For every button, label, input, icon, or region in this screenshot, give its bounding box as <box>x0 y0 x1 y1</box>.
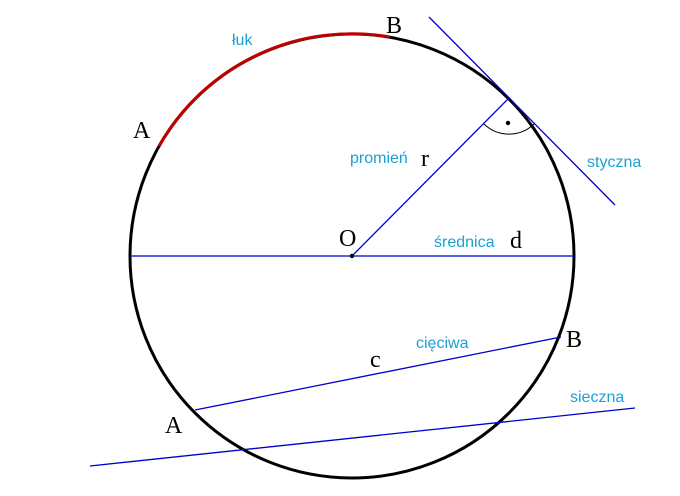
diameter-term-label: średnica <box>434 234 495 251</box>
right-angle-dot <box>505 120 511 126</box>
center-point <box>349 253 355 259</box>
chord-term-label: cięciwa <box>416 335 469 352</box>
arc-ab <box>157 32 391 147</box>
arc-term-label: łuk <box>232 32 253 49</box>
secant-line <box>89 407 636 467</box>
chord-point-a-label: A <box>165 413 183 439</box>
chord-line <box>194 336 562 411</box>
right-angle-arc <box>483 123 535 135</box>
arc-point-b-label: B <box>386 13 402 39</box>
radius-symbol-label: r <box>421 146 429 172</box>
diameter-symbol-label: d <box>510 228 522 254</box>
chord-symbol-label: c <box>370 347 381 373</box>
tangent-line <box>428 16 616 206</box>
radius-term-label: promień <box>350 150 408 167</box>
tangent-term-label: styczna <box>587 154 641 171</box>
radius-line <box>351 97 510 257</box>
secant-term-label: sieczna <box>570 389 624 406</box>
arc-point-a-label: A <box>133 118 151 144</box>
chord-point-b-label: B <box>566 327 582 353</box>
center-label: O <box>339 226 356 252</box>
